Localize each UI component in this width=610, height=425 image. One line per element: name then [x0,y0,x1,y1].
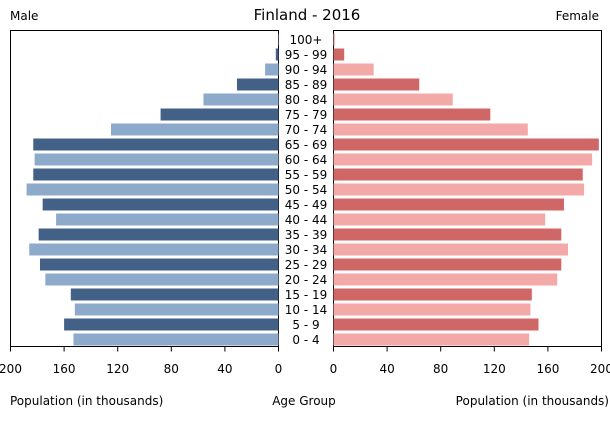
age-label-25-29: 25 - 29 [285,258,328,272]
female-bar-40-44 [333,213,546,226]
age-group-axis-title: Age Group [272,394,336,408]
age-label-10-14: 10 - 14 [285,303,328,317]
age-label-65-69: 65 - 69 [285,138,328,152]
female-bar-20-24 [333,273,558,286]
male-bar-85-89 [236,78,279,91]
male-tick-label-160: 160 [53,362,76,376]
female-bar-35-39 [333,228,562,241]
female-tick-label-80: 80 [433,362,448,376]
age-label-5-9: 5 - 9 [292,318,319,332]
male-bar-90-94 [265,63,279,76]
male-tick-label-80: 80 [164,362,179,376]
female-bar-0-4 [333,333,530,346]
age-label-15-19: 15 - 19 [285,288,328,302]
male-bar-75-79 [160,108,279,121]
male-bar-50-54 [26,183,279,196]
age-label-100plus: 100+ [290,33,323,47]
male-bar-30-34 [29,243,279,256]
female-bar-100plus [333,33,335,46]
age-label-30-34: 30 - 34 [285,243,328,257]
male-bar-80-84 [203,93,279,106]
male-bar-55-59 [33,168,279,181]
male-tick-label-120: 120 [106,362,129,376]
female-label: Female [556,9,599,23]
age-label-55-59: 55 - 59 [285,168,328,182]
age-label-45-49: 45 - 49 [285,198,328,212]
age-label-60-64: 60 - 64 [285,153,328,167]
female-tick-label-160: 160 [536,362,559,376]
female-bar-80-84 [333,93,453,106]
male-bar-45-49 [42,198,279,211]
female-tick-label-40: 40 [379,362,394,376]
female-bar-75-79 [333,108,491,121]
age-label-85-89: 85 - 89 [285,78,328,92]
female-bar-5-9 [333,318,539,331]
female-tick-label-200: 200 [590,362,610,376]
female-x-axis: 0 40 80 120 160 200 [330,346,610,376]
male-tick-label-40: 40 [217,362,232,376]
male-tick-label-200: 200 [0,362,22,376]
male-bar-35-39 [38,228,279,241]
male-axis-title: Population (in thousands) [10,394,163,408]
female-tick-label-0: 0 [330,362,338,376]
age-label-35-39: 35 - 39 [285,228,328,242]
male-bar-20-24 [45,273,279,286]
female-bar-50-54 [333,183,585,196]
female-bar-15-19 [333,288,532,301]
male-bar-65-69 [33,138,279,151]
female-bars [333,33,599,346]
male-bars [26,33,279,346]
female-tick-label-120: 120 [483,362,506,376]
male-bar-95-99 [275,48,279,61]
male-tick-label-0: 0 [275,362,283,376]
male-bar-25-29 [39,258,279,271]
male-bar-60-64 [34,153,279,166]
male-bar-15-19 [70,288,279,301]
female-axis-title: Population (in thousands) [456,394,609,408]
female-bar-30-34 [333,243,568,256]
male-bar-5-9 [64,318,279,331]
female-bar-10-14 [333,303,531,316]
male-bar-70-74 [111,123,279,136]
age-label-95-99: 95 - 99 [285,48,328,62]
female-bar-60-64 [333,153,593,166]
female-bar-65-69 [333,138,599,151]
age-label-20-24: 20 - 24 [285,273,328,287]
age-label-75-79: 75 - 79 [285,108,328,122]
female-bar-25-29 [333,258,562,271]
age-label-50-54: 50 - 54 [285,183,328,197]
male-bar-40-44 [56,213,279,226]
male-x-axis: 200 160 120 80 40 0 [0,346,283,376]
female-bar-45-49 [333,198,564,211]
age-label-0-4: 0 - 4 [292,333,319,347]
female-bar-95-99 [333,48,345,61]
female-bar-85-89 [333,78,420,91]
female-bar-90-94 [333,63,374,76]
chart-title: Finland - 2016 [254,6,361,24]
male-bar-0-4 [73,333,279,346]
age-label-90-94: 90 - 94 [285,63,328,77]
male-bar-10-14 [74,303,279,316]
female-bar-55-59 [333,168,583,181]
age-label-70-74: 70 - 74 [285,123,328,137]
male-label: Male [10,9,38,23]
female-bar-70-74 [333,123,528,136]
age-label-80-84: 80 - 84 [285,93,328,107]
age-label-40-44: 40 - 44 [285,213,328,227]
